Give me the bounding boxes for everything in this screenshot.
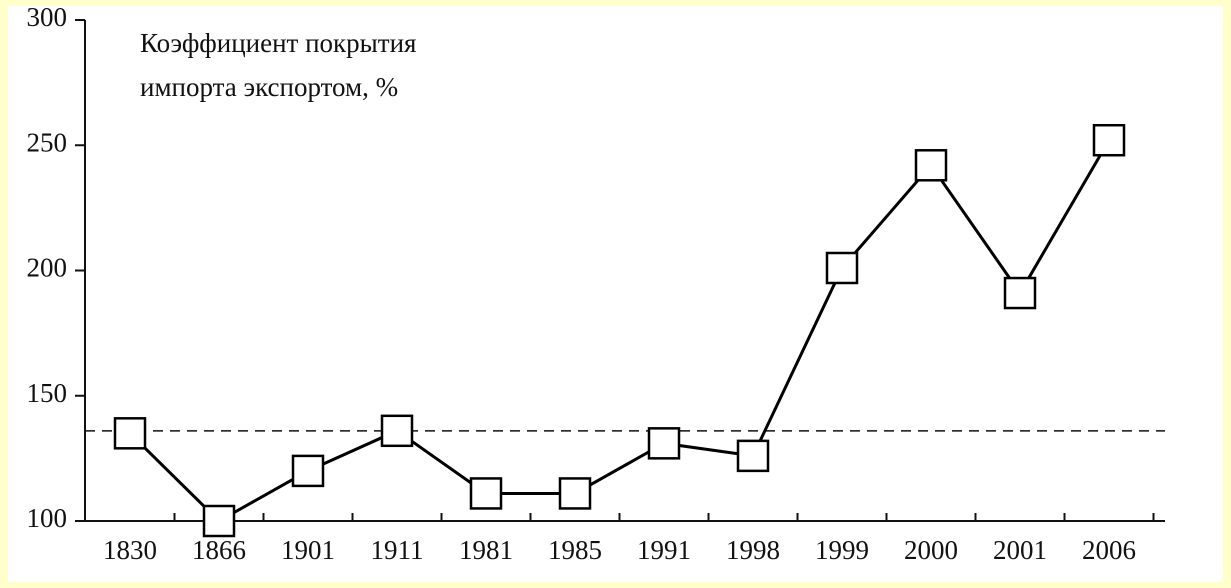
marker	[825, 251, 859, 285]
chart-title: Коэффициент покрытия	[140, 28, 416, 58]
marker	[1092, 123, 1126, 157]
y-tick-label: 300	[27, 2, 68, 32]
marker	[1003, 276, 1037, 310]
x-tick-label: 1991	[637, 535, 691, 565]
x-tick-label: 1981	[459, 535, 513, 565]
x-tick-label: 1866	[192, 535, 246, 565]
x-tick-label: 1911	[371, 535, 424, 565]
x-tick-label: 1998	[726, 535, 780, 565]
x-tick-label: 1999	[815, 535, 869, 565]
chart-title: импорта экспортом, %	[140, 72, 398, 102]
marker	[380, 414, 414, 448]
marker	[113, 417, 147, 450]
x-tick-label: 1830	[103, 535, 157, 565]
x-tick-label: 2001	[993, 535, 1047, 565]
x-tick-label: 1985	[548, 535, 602, 565]
marker	[914, 149, 948, 182]
y-tick-label: 250	[27, 127, 68, 157]
y-tick-label: 100	[27, 503, 68, 533]
marker	[469, 477, 503, 510]
y-tick-label: 150	[27, 378, 68, 408]
y-tick-label: 200	[27, 253, 68, 283]
x-tick-label: 2006	[1082, 535, 1136, 565]
marker	[647, 427, 681, 460]
marker	[291, 454, 325, 488]
x-tick-label: 1901	[281, 535, 335, 565]
marker	[736, 439, 770, 473]
marker	[558, 477, 592, 510]
marker	[202, 504, 236, 538]
x-tick-label: 2000	[904, 535, 958, 565]
